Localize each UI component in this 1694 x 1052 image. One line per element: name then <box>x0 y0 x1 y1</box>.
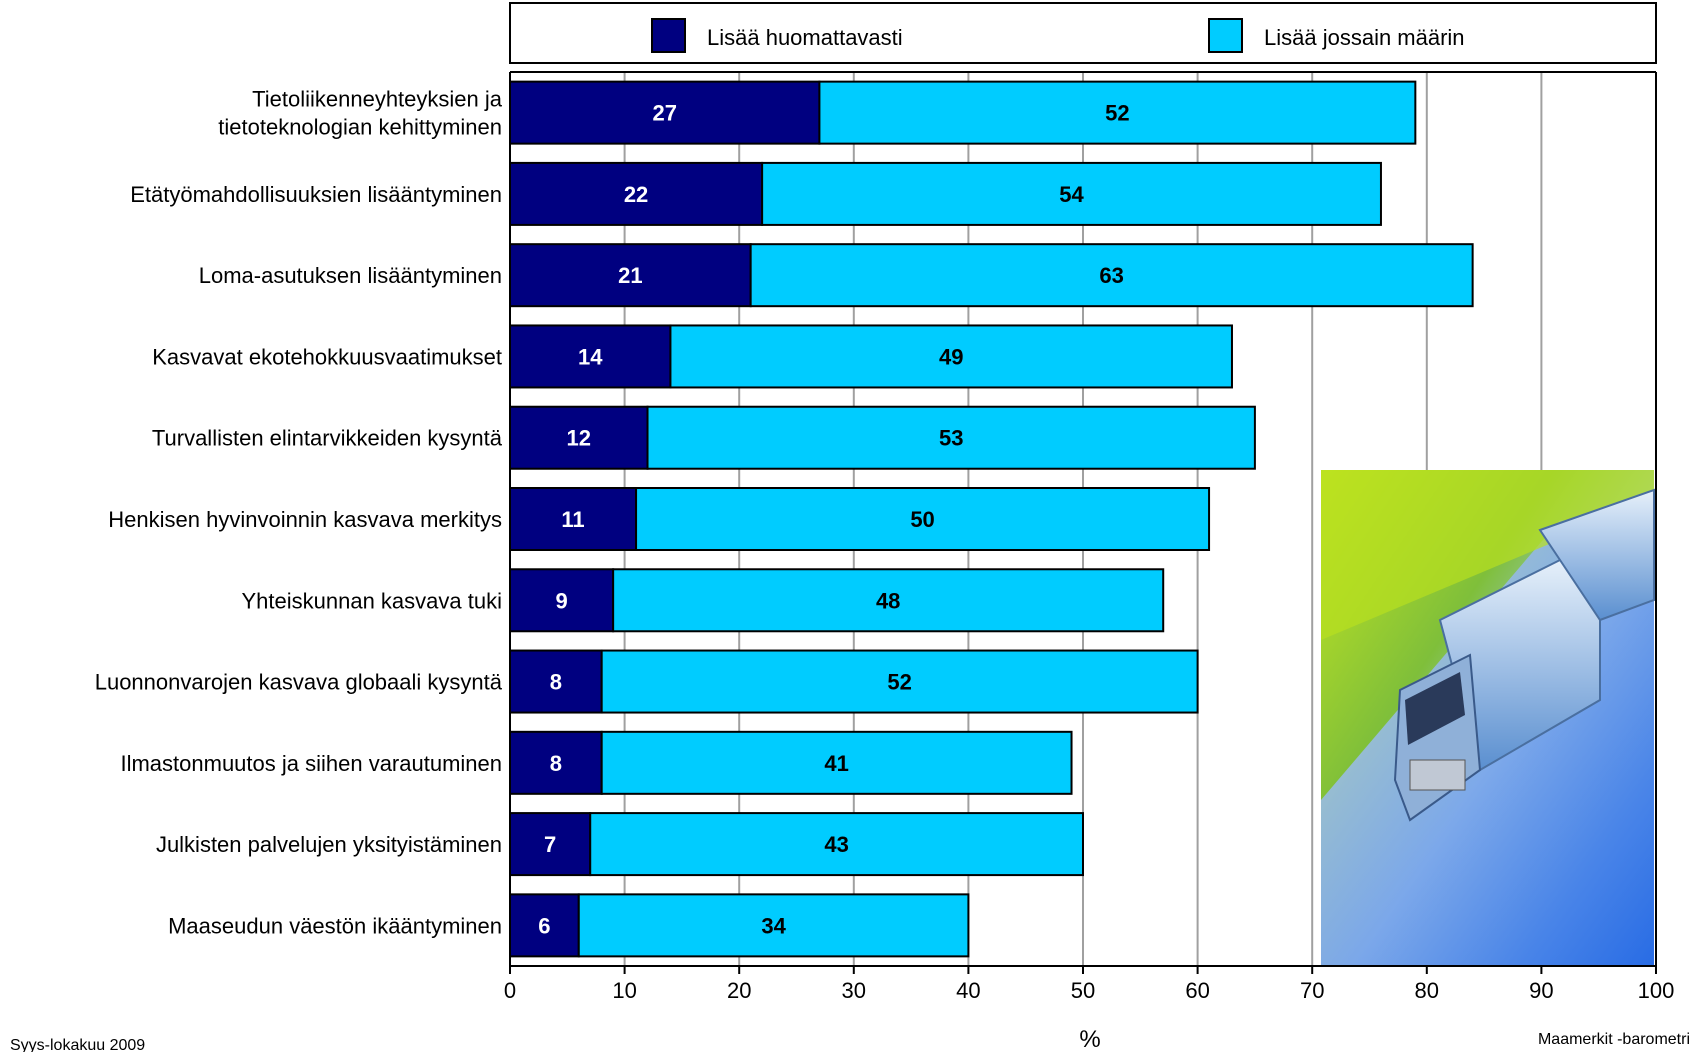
x-tick-label-0: 0 <box>504 978 516 1003</box>
bar-jossain-5 <box>635 487 1211 551</box>
data-label-jossain-5: 50 <box>910 507 934 532</box>
bar-jossain-2 <box>749 243 1474 308</box>
x-axis-title: % <box>1079 1026 1100 1052</box>
bar-huomattavasti-2 <box>509 243 752 308</box>
data-label-jossain-0: 52 <box>1105 101 1129 126</box>
legend-swatch-lisaa-huomattavasti <box>651 18 686 53</box>
category-label-9: Julkisten palvelujen yksityistäminen <box>156 832 502 857</box>
legend-swatch-lisaa-jossain-maarin <box>1208 18 1243 53</box>
data-label-jossain-8: 41 <box>824 751 848 776</box>
data-label-huomattavasti-1: 22 <box>624 182 648 207</box>
x-tick-label-40: 40 <box>956 978 980 1003</box>
photo-windshield <box>1405 672 1465 745</box>
footer-source: Maamerkit -barometri <box>1538 1031 1690 1048</box>
category-label-4: Turvallisten elintarvikkeiden kysyntä <box>152 426 503 451</box>
data-label-jossain-1: 54 <box>1059 182 1084 207</box>
bar-jossain-9 <box>589 812 1084 877</box>
category-label-0-line-0: Tietoliikenneyhteyksien ja <box>252 87 503 112</box>
data-label-jossain-10: 34 <box>761 913 786 938</box>
bar-jossain-1 <box>761 161 1382 226</box>
bar-huomattavasti-10 <box>509 893 580 958</box>
x-tick-label-100: 100 <box>1638 978 1675 1003</box>
bar-huomattavasti-0 <box>509 80 821 145</box>
data-label-huomattavasti-8: 8 <box>550 751 562 776</box>
photo-trailer-rear <box>1538 488 1655 622</box>
category-label-8: Ilmastonmuutos ja siihen varautuminen <box>120 751 502 776</box>
legend: Lisää huomattavasti Lisää jossain määrin <box>509 2 1657 64</box>
bars: 27 52 Tietoliikenneyhteyksien ja tietotekno… <box>95 80 1474 958</box>
data-label-huomattavasti-10: 6 <box>538 913 550 938</box>
data-label-huomattavasti-5: 11 <box>561 507 584 532</box>
bar-jossain-4 <box>646 405 1256 470</box>
bar-huomattavasti-6 <box>509 568 615 633</box>
data-label-jossain-6: 48 <box>876 588 900 613</box>
category-label-1: Etätyömahdollisuuksien lisääntyminen <box>130 182 502 207</box>
data-label-huomattavasti-9: 7 <box>544 832 556 857</box>
data-label-jossain-9: 43 <box>824 832 848 857</box>
bar-huomattavasti-7 <box>509 649 603 714</box>
data-label-huomattavasti-6: 9 <box>555 588 567 613</box>
data-label-huomattavasti-0: 27 <box>652 101 676 126</box>
bar-jossain-8 <box>600 730 1073 795</box>
x-tick-label-50: 50 <box>1071 978 1095 1003</box>
category-label-2: Loma-asutuksen lisääntyminen <box>199 263 502 288</box>
bar-jossain-3 <box>669 324 1233 389</box>
data-label-huomattavasti-3: 14 <box>578 344 603 369</box>
x-tick-label-90: 90 <box>1529 978 1553 1003</box>
x-tick-label-70: 70 <box>1300 978 1324 1003</box>
data-label-huomattavasti-7: 8 <box>550 670 562 695</box>
data-label-jossain-4: 53 <box>939 426 963 451</box>
category-label-5: Henkisen hyvinvoinnin kasvava merkitys <box>108 507 502 532</box>
bar-huomattavasti-4 <box>509 405 649 470</box>
data-label-jossain-2: 63 <box>1099 263 1123 288</box>
legend-label-lisaa-huomattavasti: Lisää huomattavasti <box>707 25 903 50</box>
photo-grass <box>1321 470 1654 640</box>
data-label-jossain-3: 49 <box>939 344 963 369</box>
bar-huomattavasti-8 <box>509 730 603 795</box>
legend-box <box>509 2 1657 64</box>
bar-jossain-7 <box>600 649 1199 714</box>
category-label-10: Maaseudun väestön ikääntyminen <box>168 913 502 938</box>
category-label-6: Yhteiskunnan kasvava tuki <box>242 588 503 613</box>
data-label-jossain-7: 52 <box>887 670 911 695</box>
x-tick-label-20: 20 <box>727 978 751 1003</box>
x-tick-label-80: 80 <box>1415 978 1439 1003</box>
bar-jossain-6 <box>612 568 1165 633</box>
bar-jossain-10 <box>577 893 970 958</box>
category-label-3: Kasvavat ekotehokkuusvaatimukset <box>152 344 502 369</box>
x-tick-label-10: 10 <box>612 978 636 1003</box>
legend-label-lisaa-jossain-maarin: Lisää jossain määrin <box>1264 25 1465 50</box>
category-label-0-line-1: tietoteknologian kehittyminen <box>218 115 502 140</box>
footer-date: Syys-lokakuu 2009 <box>10 1037 145 1052</box>
x-tick-label-30: 30 <box>842 978 866 1003</box>
category-label-7: Luonnonvarojen kasvava globaali kysyntä <box>95 670 503 695</box>
data-label-huomattavasti-2: 21 <box>618 263 642 288</box>
x-tick-label-60: 60 <box>1185 978 1209 1003</box>
x-axis: 0 10 20 30 40 50 60 70 80 90 100 <box>504 71 1675 1003</box>
data-label-huomattavasti-4: 12 <box>567 426 591 451</box>
photo-grille <box>1409 759 1466 791</box>
bar-jossain-0 <box>818 80 1417 145</box>
truck-photo <box>1321 470 1655 966</box>
